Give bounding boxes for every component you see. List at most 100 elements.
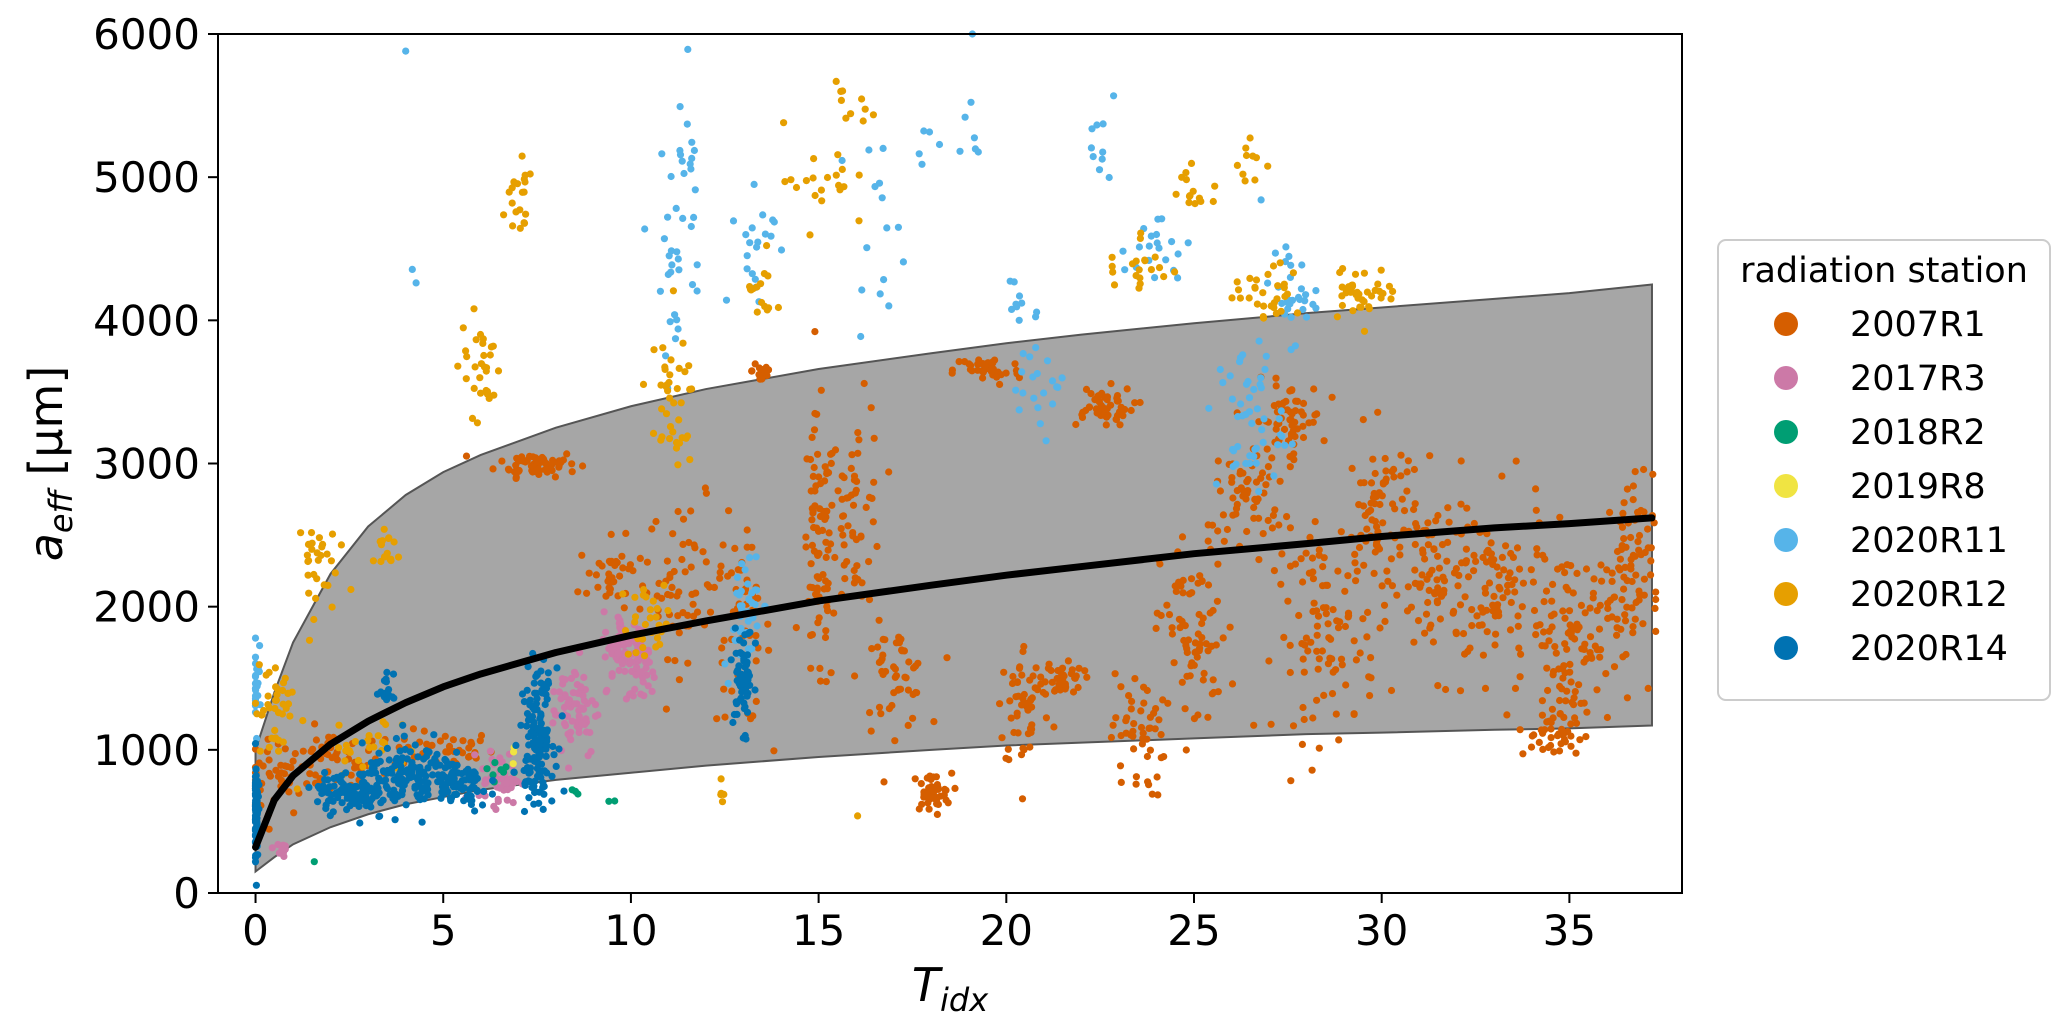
data-point-2020r12: [1371, 286, 1379, 294]
data-point-2007r1: [748, 367, 756, 375]
data-point-2020r14: [383, 668, 391, 677]
data-point-2007r1: [1603, 566, 1611, 574]
data-point-2007r1: [1019, 744, 1027, 752]
data-point-2020r14: [522, 756, 530, 765]
data-point-2007r1: [854, 575, 862, 584]
data-point-2007r1: [1322, 604, 1330, 612]
data-point-2007r1: [1456, 687, 1465, 695]
data-point-2017r3: [650, 673, 658, 682]
data-point-2020r11: [1282, 243, 1290, 251]
data-point-2007r1: [1494, 608, 1503, 616]
data-point-2020r14: [532, 672, 540, 681]
data-point-2007r1: [1264, 516, 1272, 525]
data-point-2007r1: [1127, 705, 1135, 713]
data-point-2020r11: [876, 290, 884, 298]
data-point-2020r11: [1246, 452, 1254, 460]
data-point-2007r1: [904, 686, 913, 694]
data-point-2007r1: [1429, 638, 1437, 646]
data-point-2007r1: [1422, 610, 1431, 618]
data-point-2007r1: [948, 369, 956, 377]
data-point-2020r12: [811, 191, 819, 200]
data-point-2020r11: [664, 213, 672, 221]
data-point-2007r1: [1204, 713, 1212, 721]
data-point-2007r1: [1196, 572, 1204, 580]
data-point-2007r1: [840, 541, 848, 549]
data-point-2007r1: [1647, 571, 1655, 579]
data-point-2007r1: [933, 810, 942, 819]
data-point-2007r1: [1595, 625, 1604, 633]
data-point-2007r1: [1396, 551, 1404, 559]
data-point-2007r1: [1629, 482, 1637, 490]
data-point-2007r1: [1187, 575, 1196, 583]
data-point-2020r14: [542, 684, 551, 692]
x-axis-label-subscript: idx: [940, 981, 989, 1019]
data-point-2020r12: [823, 173, 832, 182]
data-point-2007r1: [1004, 745, 1012, 753]
data-point-2007r1: [1039, 688, 1047, 697]
data-point-2020r12: [764, 272, 772, 280]
data-point-2007r1: [1288, 386, 1296, 394]
data-point-2007r1: [669, 530, 677, 538]
data-point-2020r12: [1269, 262, 1278, 270]
data-point-2007r1: [879, 651, 887, 659]
data-point-2020r11: [1219, 379, 1227, 387]
data-point-2007r1: [1099, 411, 1107, 419]
data-point-2017r3: [619, 641, 628, 649]
data-point-2007r1: [811, 328, 819, 336]
data-point-2020r12: [1242, 144, 1250, 152]
data-point-2020r11: [753, 622, 761, 630]
data-point-2007r1: [1302, 549, 1310, 557]
data-point-2007r1: [870, 434, 878, 442]
data-point-2017r3: [565, 732, 573, 740]
data-point-2007r1: [1027, 728, 1035, 737]
data-point-2017r3: [557, 695, 565, 703]
data-point-2020r11: [1098, 155, 1106, 163]
data-point-2020r12: [508, 199, 516, 207]
data-point-2020r14: [379, 767, 387, 775]
data-point-2020r12: [494, 367, 503, 375]
data-point-2007r1: [1087, 390, 1095, 398]
data-point-2007r1: [1350, 710, 1358, 718]
data-point-2007r1: [824, 579, 832, 587]
data-point-2007r1: [1639, 620, 1647, 628]
data-point-2007r1: [824, 607, 832, 615]
data-point-2007r1: [519, 457, 527, 465]
data-point-2020r11: [1259, 438, 1267, 446]
data-point-2007r1: [837, 525, 845, 533]
data-point-2020r11: [658, 150, 666, 158]
data-point-2007r1: [1512, 457, 1520, 465]
data-point-2020r12: [264, 692, 272, 700]
data-point-2007r1: [1383, 567, 1391, 575]
data-point-2020r12: [342, 741, 350, 749]
data-point-2020r14: [733, 700, 741, 708]
data-point-2007r1: [1421, 555, 1429, 563]
data-point-2020r14: [418, 818, 426, 826]
data-point-2017r3: [564, 699, 572, 707]
data-point-2020r14: [400, 732, 408, 740]
data-point-2007r1: [1117, 732, 1125, 740]
data-point-2020r12: [482, 364, 491, 372]
data-point-2020r12: [305, 589, 313, 597]
data-point-2007r1: [1332, 710, 1340, 718]
data-point-2007r1: [579, 462, 587, 470]
data-point-2020r12: [299, 717, 307, 725]
data-point-2020r11: [1242, 459, 1250, 468]
data-point-2020r12: [847, 110, 855, 118]
data-point-2007r1: [1635, 596, 1643, 604]
data-point-2007r1: [1250, 503, 1258, 512]
data-point-2007r1: [881, 636, 889, 644]
data-point-2020r14: [418, 788, 426, 796]
data-point-2020r11: [1205, 404, 1213, 412]
data-point-2007r1: [1132, 773, 1140, 781]
data-point-2018r2: [491, 759, 499, 767]
legend-marker-2007r1: [1774, 312, 1798, 336]
data-point-2020r11: [251, 634, 260, 642]
data-point-2007r1: [862, 503, 870, 511]
data-point-2020r14: [356, 770, 364, 778]
data-point-2020r11: [668, 261, 676, 269]
data-point-2007r1: [905, 658, 913, 666]
data-point-2020r12: [718, 798, 727, 806]
data-point-2020r11: [1036, 420, 1044, 428]
data-point-2020r14: [391, 816, 399, 824]
data-point-2017r3: [555, 688, 564, 696]
